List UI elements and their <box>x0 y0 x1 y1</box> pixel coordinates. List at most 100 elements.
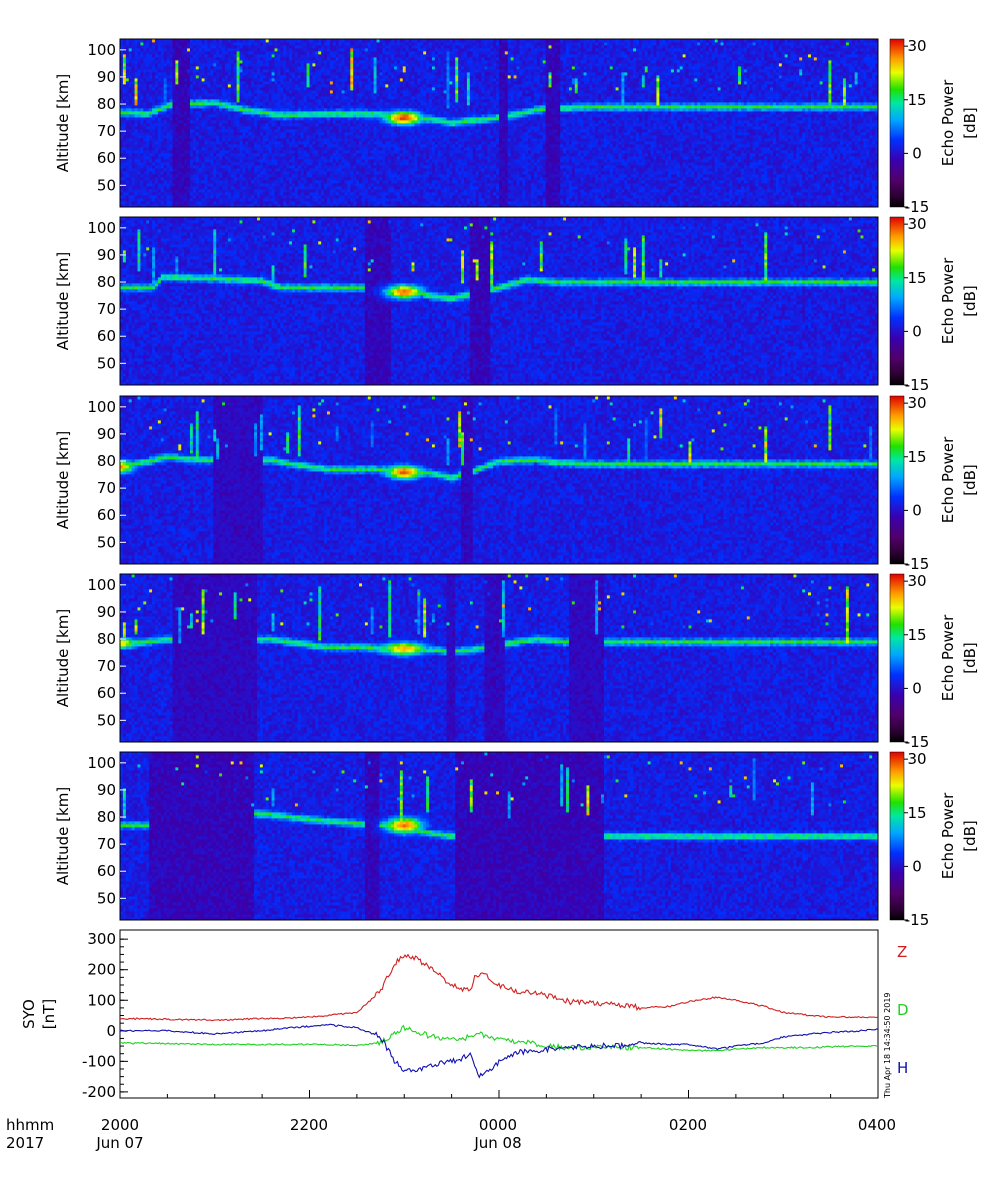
heatmap-cell <box>181 186 184 189</box>
heatmap-cell <box>228 96 231 99</box>
heatmap-cell <box>123 108 126 111</box>
heatmap-cell <box>222 150 225 153</box>
heatmap-cell <box>202 60 205 63</box>
heatmap-cell <box>137 150 140 153</box>
heatmap-cell <box>152 171 155 174</box>
heatmap-cell <box>207 81 210 84</box>
heatmap-cell <box>225 144 228 147</box>
heatmap-cell <box>205 171 208 174</box>
heatmap-cell <box>187 99 190 102</box>
heatmap-cell <box>164 93 167 96</box>
heatmap-cell <box>137 81 140 84</box>
heatmap-cell <box>242 45 245 48</box>
heatmap-cell <box>242 105 245 108</box>
heatmap-cell <box>196 108 199 111</box>
heatmap-cell <box>143 102 146 105</box>
heatmap-cell <box>190 186 193 189</box>
heatmap-cell <box>231 192 234 195</box>
heatmap-cell <box>213 102 216 105</box>
heatmap-cell <box>219 147 222 150</box>
heatmap-cell <box>196 51 199 54</box>
heatmap-cell <box>187 51 190 54</box>
heatmap-cell <box>205 192 208 195</box>
heatmap-cell <box>126 138 129 141</box>
heatmap-cell <box>143 39 146 42</box>
heatmap-cell <box>129 66 132 69</box>
heatmap-cell <box>172 111 175 114</box>
heatmap-cell <box>219 84 222 87</box>
heatmap-cell <box>158 120 161 123</box>
heatmap-cell <box>242 135 245 138</box>
heatmap-cell <box>137 123 140 126</box>
heatmap-cell <box>199 192 202 195</box>
heatmap-cell <box>207 141 210 144</box>
heatmap-cell <box>137 147 140 150</box>
heatmap-cell <box>228 180 231 183</box>
heatmap-cell <box>234 39 237 42</box>
heatmap-cell <box>158 99 161 102</box>
heatmap-cell <box>126 165 129 168</box>
heatmap-cell <box>196 48 199 51</box>
heatmap-cell <box>149 99 152 102</box>
heatmap-cell <box>242 120 245 123</box>
heatmap-cell <box>135 180 138 183</box>
heatmap-cell <box>234 141 237 144</box>
heatmap-cell <box>205 147 208 150</box>
heatmap-cell <box>184 114 187 117</box>
heatmap-cell <box>135 195 138 198</box>
heatmap-cell <box>199 189 202 192</box>
heatmap-cell <box>175 153 178 156</box>
heatmap-cell <box>167 177 170 180</box>
heatmap-cell <box>213 66 216 69</box>
heatmap-cell <box>190 123 193 126</box>
heatmap-cell <box>132 120 135 123</box>
heatmap-cell <box>205 45 208 48</box>
heatmap-cell <box>187 147 190 150</box>
heatmap-cell <box>213 162 216 165</box>
heatmap-cell <box>196 195 199 198</box>
heatmap-cell <box>175 144 178 147</box>
heatmap-cell <box>190 177 193 180</box>
heatmap-cell <box>132 93 135 96</box>
heatmap-cell <box>199 78 202 81</box>
heatmap-cell <box>164 102 167 105</box>
heatmap-cell <box>129 102 132 105</box>
heatmap-cell <box>143 60 146 63</box>
heatmap-cell <box>205 87 208 90</box>
heatmap-cell <box>202 123 205 126</box>
heatmap-cell <box>181 78 184 81</box>
heatmap-cell <box>146 90 149 93</box>
heatmap-cell <box>129 186 132 189</box>
heatmap-cell <box>178 180 181 183</box>
heatmap-cell <box>158 42 161 45</box>
heatmap-cell <box>184 195 187 198</box>
heatmap-cell <box>143 198 146 201</box>
heatmap-cell <box>135 51 138 54</box>
heatmap-cell <box>172 156 175 159</box>
heatmap-cell <box>199 60 202 63</box>
heatmap-cell <box>158 114 161 117</box>
heatmap-cell <box>155 81 158 84</box>
heatmap-cell <box>231 171 234 174</box>
heatmap-cell <box>146 108 149 111</box>
heatmap-cell <box>170 192 173 195</box>
heatmap-cell <box>123 192 126 195</box>
heatmap-cell <box>123 138 126 141</box>
heatmap-cell <box>129 135 132 138</box>
heatmap-cell <box>193 147 196 150</box>
heatmap-cell <box>213 141 216 144</box>
heatmap-cell <box>143 180 146 183</box>
heatmap-cell <box>137 153 140 156</box>
heatmap-cell <box>210 159 213 162</box>
heatmap-cell <box>202 171 205 174</box>
heatmap-panel: 1009080706050Altitude [km]30150-15Echo P… <box>54 37 979 216</box>
heatmap-cell <box>242 114 245 117</box>
heatmap-cell <box>155 99 158 102</box>
heatmap-cell <box>129 183 132 186</box>
heatmap-cell <box>132 48 135 51</box>
heatmap-cell <box>126 75 129 78</box>
heatmap-cell <box>167 144 170 147</box>
heatmap-cell <box>231 87 234 90</box>
heatmap-cell <box>222 165 225 168</box>
heatmap-cell <box>181 198 184 201</box>
